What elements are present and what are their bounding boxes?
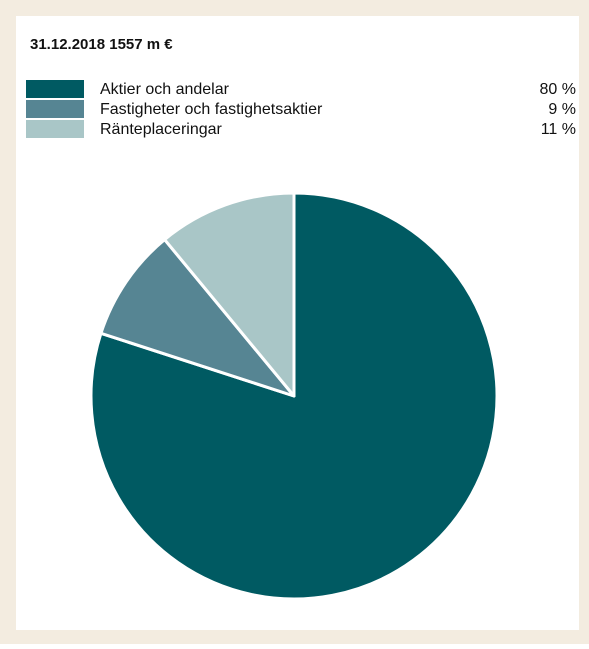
pie-slice — [99, 238, 296, 398]
legend-swatch — [26, 120, 84, 138]
legend-value: 9 % — [548, 101, 576, 118]
chart-title: 31.12.2018 1557 m € — [30, 36, 173, 53]
legend-label: Ränteplaceringar — [100, 121, 223, 138]
legend-label: Fastigheter och fastighetsaktier — [100, 101, 323, 118]
legend-swatch — [26, 100, 84, 118]
legend-label: Aktier och andelar — [100, 81, 230, 98]
legend-value: 11 % — [541, 121, 576, 138]
legend-swatch — [26, 80, 84, 98]
pie-slice — [163, 191, 296, 398]
legend-value: 80 % — [540, 81, 576, 98]
